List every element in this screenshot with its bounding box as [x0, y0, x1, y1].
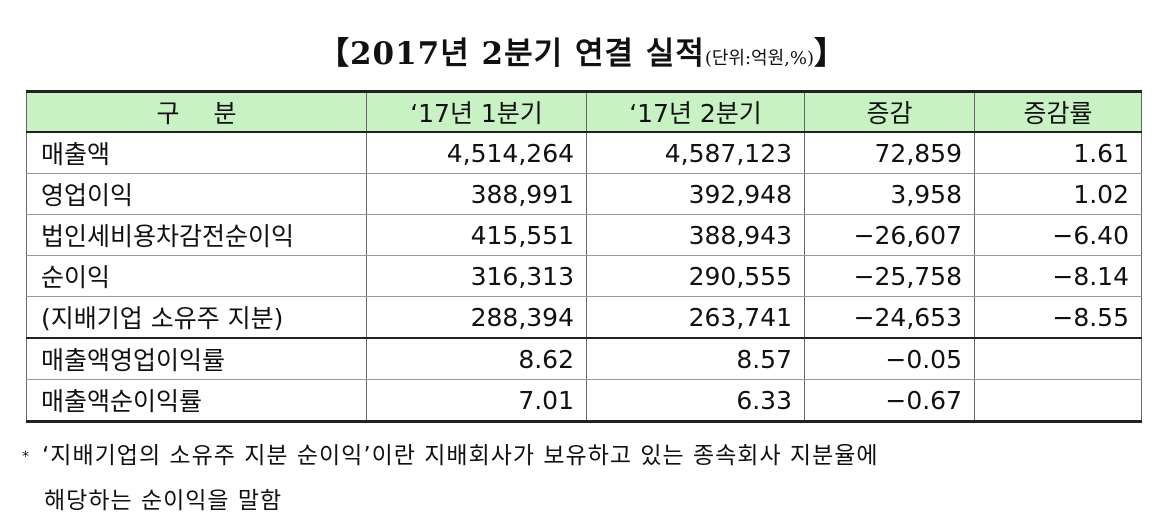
table-row: 매출액 4,514,264 4,587,123 72,859 1.61: [26, 132, 1142, 174]
cell-rate: [974, 379, 1142, 423]
row-label: 순이익: [26, 255, 367, 297]
cell-diff: −24,653: [804, 296, 975, 339]
header-diff: 증감: [804, 90, 975, 133]
cell-rate: [974, 337, 1142, 380]
earnings-table: 구분 ‘17년 1분기 ‘17년 2분기 증감 증감률 매출액 4,514,26…: [26, 90, 1142, 423]
header-category: 구분: [26, 90, 367, 133]
row-label: 매출액영업이익률: [26, 337, 367, 380]
footnote: * ‘지배기업의 소유주 지분 순이익’이란 지배회사가 보유하고 있는 종속회사…: [22, 434, 1152, 523]
table-row: 순이익 316,313 290,555 −25,758 −8.14: [26, 255, 1142, 297]
cell-q1: 388,991: [366, 173, 587, 215]
footnote-line-1: * ‘지배기업의 소유주 지분 순이익’이란 지배회사가 보유하고 있는 종속회사…: [22, 434, 1152, 479]
cell-rate: 1.61: [974, 132, 1142, 174]
cell-rate: −6.40: [974, 214, 1142, 256]
cell-diff: −25,758: [804, 255, 975, 297]
title-close: 】: [814, 36, 847, 72]
cell-diff: −26,607: [804, 214, 975, 256]
cell-q1: 288,394: [366, 296, 587, 339]
cell-q2: 4,587,123: [586, 132, 805, 174]
cell-q2: 392,948: [586, 173, 805, 215]
title-main: 【2017년 2분기 연결 실적: [317, 36, 705, 72]
table-row: 매출액영업이익률 8.62 8.57 −0.05: [26, 337, 1142, 380]
title-unit: (단위:억원,%): [704, 48, 815, 69]
cell-q2: 290,555: [586, 255, 805, 297]
footnote-line-2: 해당하는 순이익을 말함: [44, 487, 283, 514]
cell-q2: 6.33: [586, 379, 805, 423]
cell-q1: 4,514,264: [366, 132, 587, 174]
cell-q2: 263,741: [586, 296, 805, 339]
row-label: 매출액순이익률: [26, 379, 367, 423]
row-label: 매출액: [26, 132, 367, 174]
footnote-text-1: ‘지배기업의 소유주 지분 순이익’이란 지배회사가 보유하고 있는 종속회사 …: [42, 443, 879, 469]
cell-diff: 72,859: [804, 132, 975, 174]
table-row: 매출액순이익률 7.01 6.33 −0.67: [26, 379, 1142, 423]
table-header-row: 구분 ‘17년 1분기 ‘17년 2분기 증감 증감률: [26, 90, 1142, 133]
cell-rate: −8.14: [974, 255, 1142, 297]
document-title: 【2017년 2분기 연결 실적(단위:억원,%)】: [0, 28, 1164, 73]
cell-q1: 415,551: [366, 214, 587, 256]
cell-q2: 388,943: [586, 214, 805, 256]
row-label: 법인세비용차감전순이익: [26, 214, 367, 256]
header-rate: 증감률: [974, 90, 1142, 133]
table-row: 법인세비용차감전순이익 415,551 388,943 −26,607 −6.4…: [26, 214, 1142, 256]
cell-rate: −8.55: [974, 296, 1142, 339]
cell-diff: 3,958: [804, 173, 975, 215]
cell-q1: 7.01: [366, 379, 587, 423]
cell-q1: 316,313: [366, 255, 587, 297]
table-row: (지배기업 소유주 지분) 288,394 263,741 −24,653 −8…: [26, 296, 1142, 339]
cell-q2: 8.57: [586, 337, 805, 380]
header-q2: ‘17년 2분기: [586, 90, 805, 133]
header-q1: ‘17년 1분기: [366, 90, 587, 133]
cell-rate: 1.02: [974, 173, 1142, 215]
cell-diff: −0.05: [804, 337, 975, 380]
row-label: 영업이익: [26, 173, 367, 215]
row-label: (지배기업 소유주 지분): [26, 296, 367, 339]
table-row: 영업이익 388,991 392,948 3,958 1.02: [26, 173, 1142, 215]
cell-q1: 8.62: [366, 337, 587, 380]
footnote-mark: *: [22, 448, 30, 465]
cell-diff: −0.67: [804, 379, 975, 423]
